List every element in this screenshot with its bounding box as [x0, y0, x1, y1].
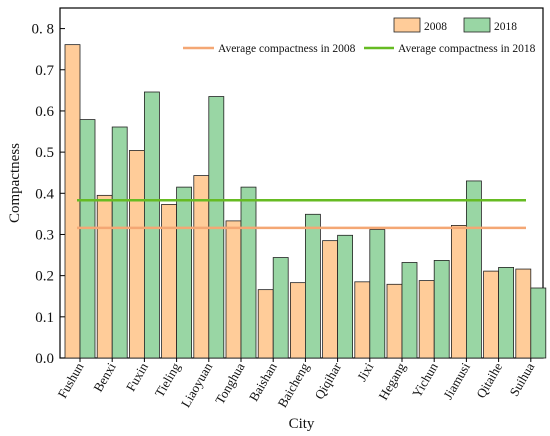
x-tick-label: Tieling — [152, 360, 184, 400]
bar-2008-fuxin — [128, 150, 145, 359]
bar-2018-fuxin — [143, 91, 160, 359]
bar-2008-qiqihar — [322, 240, 339, 359]
bar-2018-tieling — [176, 186, 193, 359]
legend-label-average-2018: Average compactness in 2018 — [398, 43, 536, 55]
y-tick-label: 0.4 — [35, 186, 54, 202]
x-tick-label: Yichun — [409, 360, 441, 400]
bar-2018-benxi — [111, 126, 128, 359]
x-tick-label: Qiqihar — [311, 359, 344, 401]
x-tick-label: Baicheng — [274, 360, 312, 410]
bar-2018-qitaihe — [498, 267, 515, 359]
y-tick-label: 0.5 — [35, 145, 54, 161]
bar-2008-baishan — [257, 289, 274, 359]
y-tick-label: 0.1 — [35, 310, 54, 326]
bar-2018-jixi — [369, 229, 386, 359]
bar-2008-jiamusi — [450, 225, 467, 359]
bar-2018-tonghua — [240, 186, 257, 359]
bar-2018-baicheng — [304, 213, 321, 359]
plot-area: 0.0 0.1 0.2 0.3 0.4 0.5 0.6 0.7 0. 8 Fushun Benxi F… — [32, 7, 547, 410]
bar-2018-yichun — [433, 260, 450, 359]
bar-2018-fushun — [79, 119, 96, 359]
legend-label-2008: 2008 — [424, 21, 447, 33]
x-tick-label: Liaoyuan — [178, 360, 216, 410]
bar-2008-tonghua — [225, 220, 242, 359]
x-tick-label: Jiamusi — [440, 360, 473, 402]
bar-2008-suihua — [515, 268, 532, 359]
legend-label-2018: 2018 — [494, 21, 517, 33]
legend-swatch-2008 — [393, 17, 421, 33]
x-tick-label: Suihua — [506, 360, 537, 399]
bar-2018-jiamusi — [465, 180, 482, 359]
bar-2008-qitaihe — [483, 270, 500, 359]
bar-2008-benxi — [96, 194, 113, 359]
bar-2008-jixi — [354, 281, 371, 359]
legend-label-average-2008: Average compactness in 2008 — [218, 43, 356, 55]
y-tick-label: 0. 8 — [32, 22, 55, 38]
y-tick-label: 0.6 — [35, 104, 54, 120]
x-tick-label: Benxi — [90, 360, 119, 395]
y-tick-label: 0.0 — [35, 351, 54, 367]
bar-2008-yichun — [418, 280, 435, 359]
x-tick-label: Hegang — [375, 360, 408, 403]
y-tick-label: 0.7 — [35, 63, 54, 79]
x-tick-label: Qitaihe — [473, 360, 505, 401]
legend-swatch-2018 — [463, 17, 491, 33]
x-tick-label: Jixi — [354, 360, 377, 384]
bar-2018-suihua — [530, 287, 547, 359]
bar-2018-baishan — [272, 257, 289, 359]
y-tick-label: 0.2 — [35, 269, 54, 285]
bar-2008-liaoyuan — [193, 175, 210, 359]
x-axis-title: City — [289, 416, 315, 432]
bar-2018-hegang — [401, 262, 418, 359]
legend: 2008 2018 Average compactness in 2008 Avera… — [183, 17, 536, 55]
bar-2018-qiqihar — [337, 234, 354, 359]
bar-2008-hegang — [386, 283, 403, 359]
x-tick-label: Fushun — [54, 360, 86, 401]
x-tick-label: Fuxin — [123, 360, 151, 394]
y-axis-title: Compactness — [7, 143, 23, 223]
x-tick-label: Baishan — [246, 360, 280, 404]
bar-2008-baicheng — [289, 282, 306, 359]
x-tick-label: Tonghua — [212, 360, 248, 407]
y-tick-label: 0.3 — [35, 227, 54, 243]
